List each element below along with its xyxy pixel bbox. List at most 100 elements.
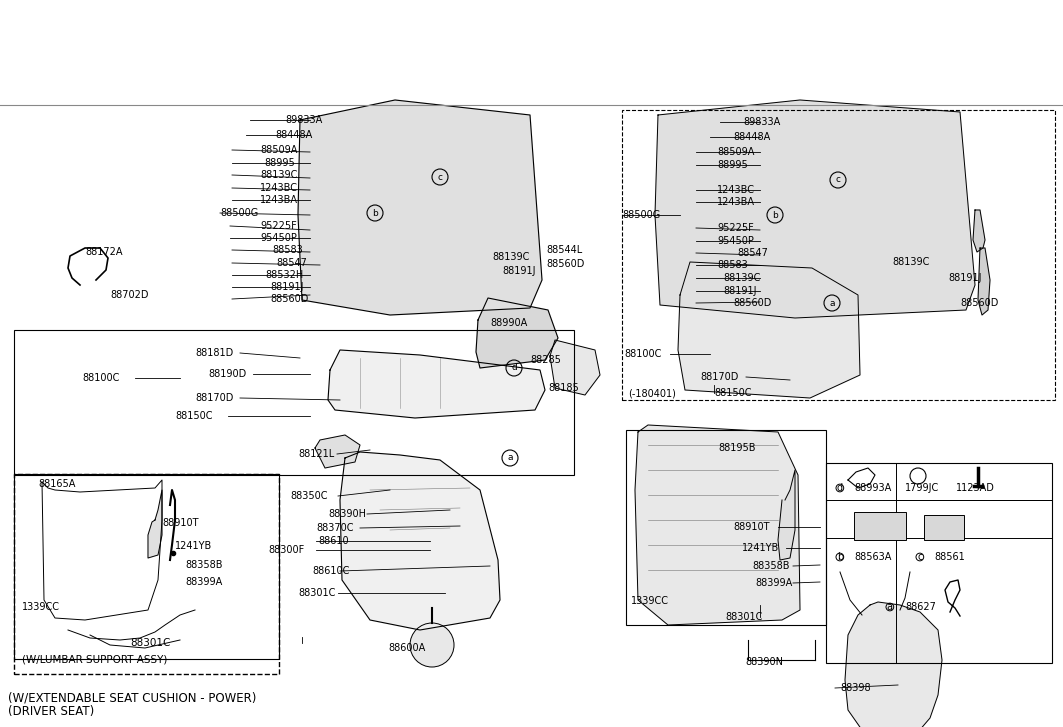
Polygon shape: [978, 248, 990, 315]
Polygon shape: [550, 340, 600, 395]
Text: 88600A: 88600A: [388, 643, 425, 653]
Text: 88532H: 88532H: [265, 270, 303, 280]
Text: 88150C: 88150C: [175, 411, 213, 421]
Text: a: a: [507, 454, 512, 462]
Text: 88172A: 88172A: [85, 247, 122, 257]
Text: 88509A: 88509A: [718, 147, 755, 157]
Text: 88358B: 88358B: [185, 560, 222, 570]
Text: 89833A: 89833A: [743, 117, 780, 127]
Polygon shape: [973, 210, 985, 252]
Text: 1123AD: 1123AD: [956, 483, 995, 493]
Polygon shape: [635, 425, 800, 625]
Text: 88583: 88583: [272, 245, 303, 255]
Text: 88500G: 88500G: [220, 208, 258, 218]
Text: 88139C: 88139C: [723, 273, 760, 283]
Bar: [622, 110, 1054, 400]
Text: 88500G: 88500G: [622, 210, 660, 220]
Text: 88300F: 88300F: [268, 545, 304, 555]
Text: 88563A: 88563A: [854, 552, 892, 562]
Text: 88560D: 88560D: [270, 294, 308, 304]
Text: 88993A: 88993A: [854, 483, 891, 493]
Text: 88995: 88995: [718, 160, 747, 170]
Text: 88398: 88398: [840, 683, 871, 693]
Text: 88399A: 88399A: [755, 578, 792, 588]
Text: 95225F: 95225F: [718, 223, 754, 233]
Polygon shape: [340, 452, 500, 630]
Text: 1241YB: 1241YB: [175, 541, 213, 551]
Polygon shape: [655, 100, 975, 318]
Text: 88547: 88547: [276, 258, 307, 268]
Text: 1241YB: 1241YB: [742, 543, 779, 553]
Text: 88350C: 88350C: [290, 491, 327, 501]
Text: d: d: [511, 364, 517, 372]
Text: 88910T: 88910T: [733, 522, 770, 532]
Text: b: b: [837, 552, 843, 562]
Text: 88191J: 88191J: [948, 273, 981, 283]
Polygon shape: [678, 262, 860, 398]
Text: 88301C: 88301C: [725, 612, 762, 622]
Text: 88583: 88583: [718, 260, 747, 270]
Text: 88195B: 88195B: [718, 443, 756, 453]
Text: c: c: [836, 175, 841, 185]
Text: 88191J: 88191J: [270, 282, 304, 292]
Text: 88627: 88627: [905, 602, 935, 612]
Text: 88165A: 88165A: [38, 479, 75, 489]
Text: c: c: [917, 552, 923, 562]
Text: 88547: 88547: [737, 248, 767, 258]
Text: 88100C: 88100C: [624, 349, 661, 359]
Polygon shape: [778, 470, 795, 560]
Text: 88610C: 88610C: [313, 566, 350, 576]
Text: 88100C: 88100C: [82, 373, 119, 383]
Text: 88170D: 88170D: [701, 372, 739, 382]
Bar: [626, 430, 826, 625]
Text: 88121L: 88121L: [298, 449, 334, 459]
Text: 1243BA: 1243BA: [260, 195, 298, 205]
Text: 95450P: 95450P: [260, 233, 297, 243]
FancyBboxPatch shape: [924, 515, 964, 540]
Text: 88448A: 88448A: [275, 130, 313, 140]
Text: (W/LUMBAR SUPPORT ASSY): (W/LUMBAR SUPPORT ASSY): [22, 655, 167, 665]
Text: 88139C: 88139C: [492, 252, 529, 262]
Text: 88139C: 88139C: [892, 257, 929, 267]
Text: 88370C: 88370C: [316, 523, 354, 533]
Polygon shape: [148, 490, 162, 558]
Polygon shape: [298, 100, 542, 315]
Text: 88390H: 88390H: [328, 509, 366, 519]
Bar: [14, 474, 279, 674]
Text: 88399A: 88399A: [185, 577, 222, 587]
Text: 88358B: 88358B: [752, 561, 790, 571]
Text: d: d: [837, 483, 843, 493]
Text: 88191J: 88191J: [502, 266, 536, 276]
Polygon shape: [845, 602, 942, 727]
Text: 88301C: 88301C: [130, 638, 170, 648]
Text: 88995: 88995: [264, 158, 294, 168]
Text: 88150C: 88150C: [714, 388, 752, 398]
Text: 95450P: 95450P: [718, 236, 754, 246]
Polygon shape: [315, 435, 360, 468]
Bar: [14, 330, 574, 475]
Bar: [826, 463, 1052, 663]
Text: 88448A: 88448A: [733, 132, 771, 142]
Text: 88285: 88285: [530, 355, 561, 365]
Text: (DRIVER SEAT): (DRIVER SEAT): [9, 705, 95, 718]
Text: 1339CC: 1339CC: [631, 596, 669, 606]
Text: b: b: [372, 209, 377, 217]
Text: 88139C: 88139C: [260, 170, 298, 180]
Text: 88702D: 88702D: [109, 290, 149, 300]
Text: 88185: 88185: [549, 383, 578, 393]
Text: 88181D: 88181D: [195, 348, 233, 358]
Text: 88190D: 88190D: [208, 369, 247, 379]
Text: a: a: [887, 602, 893, 612]
Text: 88560D: 88560D: [960, 298, 998, 308]
Text: 88910T: 88910T: [162, 518, 199, 528]
Text: 88170D: 88170D: [195, 393, 234, 403]
Text: 88544L: 88544L: [546, 245, 583, 255]
Text: c: c: [438, 172, 442, 182]
Text: 1243BA: 1243BA: [718, 197, 755, 207]
Text: 88509A: 88509A: [260, 145, 298, 155]
Text: 88191J: 88191J: [723, 286, 757, 296]
Text: 89833A: 89833A: [285, 115, 322, 125]
Text: 1243BC: 1243BC: [260, 183, 298, 193]
Text: 88990A: 88990A: [490, 318, 527, 328]
Text: 1243BC: 1243BC: [718, 185, 755, 195]
